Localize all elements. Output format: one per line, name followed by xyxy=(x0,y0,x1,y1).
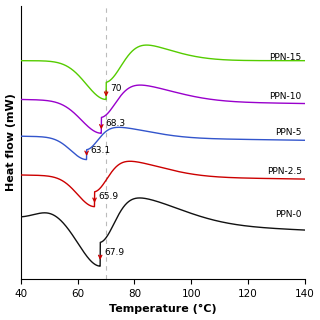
Text: PPN-5: PPN-5 xyxy=(275,128,302,137)
Text: PPN-15: PPN-15 xyxy=(269,53,302,62)
Text: PPN-2.5: PPN-2.5 xyxy=(267,167,302,176)
Text: PPN-10: PPN-10 xyxy=(269,92,302,101)
Text: 70: 70 xyxy=(110,84,122,92)
Text: 67.9: 67.9 xyxy=(104,248,124,257)
Y-axis label: Heat flow (mW): Heat flow (mW) xyxy=(5,93,16,191)
Text: 63.1: 63.1 xyxy=(91,146,111,155)
Text: 68.3: 68.3 xyxy=(106,119,126,128)
Text: PPN-0: PPN-0 xyxy=(275,210,302,219)
X-axis label: Temperature (°C): Temperature (°C) xyxy=(109,304,217,315)
Text: 65.9: 65.9 xyxy=(99,192,119,201)
